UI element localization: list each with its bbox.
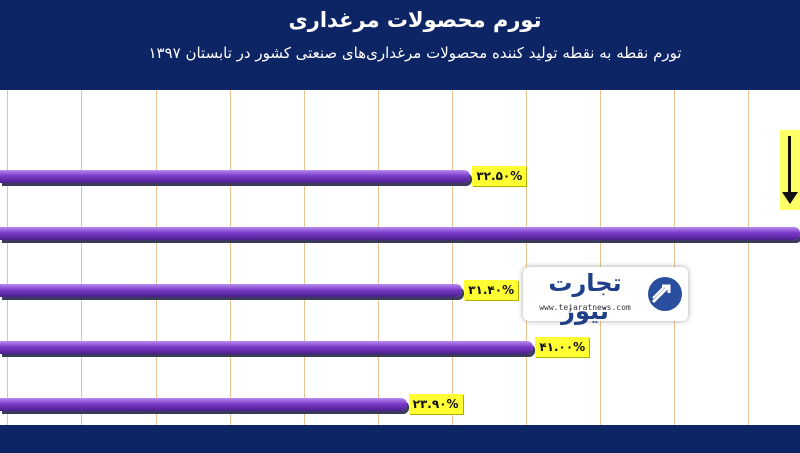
- down-arrow-icon: [780, 130, 800, 210]
- grid-line: [7, 90, 9, 425]
- chart-subtitle: تورم نقطه به نقطه تولید کننده محصولات مر…: [148, 44, 682, 62]
- grid-line: [377, 90, 379, 425]
- bar: [0, 170, 471, 183]
- chart-header: تورم محصولات مرغداری تورم نقطه به نقطه ت…: [0, 0, 800, 90]
- grid-line: [81, 90, 83, 425]
- grid-line: [303, 90, 305, 425]
- grid-line: [155, 90, 157, 425]
- grid-line: [600, 90, 601, 425]
- grid-line: [451, 90, 453, 425]
- bar: [0, 227, 800, 240]
- grid-line: [229, 90, 231, 425]
- bar: [0, 341, 534, 354]
- bar: [0, 398, 407, 411]
- data-label: ۳۲.۵۰%: [472, 166, 527, 186]
- logo: تجارت نیوز www.tejaratnews.com: [523, 267, 688, 325]
- chart-footer: [0, 425, 800, 453]
- bar: [0, 284, 463, 297]
- grid-line: [674, 90, 676, 425]
- data-label: ۲۳.۹۰%: [408, 394, 463, 414]
- grid-line: [748, 90, 750, 425]
- logo-domain: www.tejaratnews.com: [539, 303, 631, 312]
- logo-name: تجارت نیوز: [548, 269, 622, 325]
- arrow-circle-icon: [648, 277, 682, 311]
- chart-title: تورم محصولات مرغداری: [288, 8, 542, 32]
- data-label: ۳۱.۴۰%: [464, 280, 519, 300]
- grid-line: [525, 90, 527, 425]
- data-label: ۴۱.۰۰%: [535, 337, 590, 357]
- plot-area: ۳۲.۵۰% ۳۱.۴۰% ۴۱.۰۰% ۲۳.۹۰%: [0, 90, 800, 425]
